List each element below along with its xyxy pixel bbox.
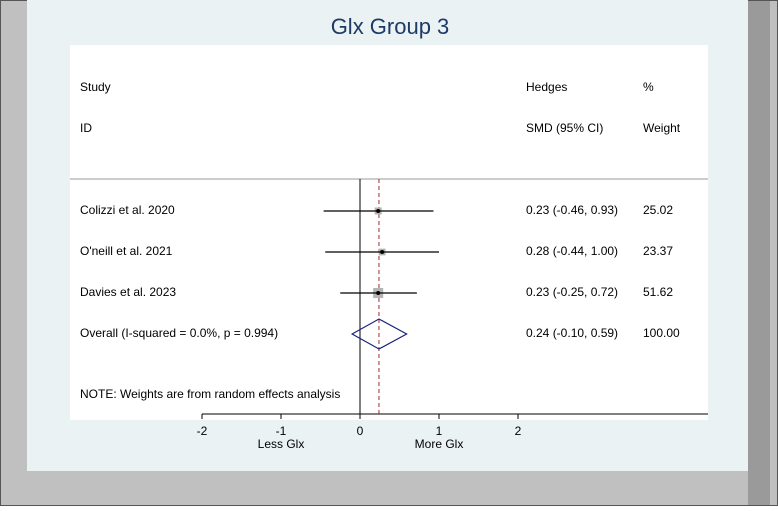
header: Hedges [526, 80, 567, 94]
x-tick-label: 1 [436, 424, 443, 438]
point-estimate [376, 209, 381, 213]
overall-diamond [350, 318, 408, 350]
point-estimate [376, 291, 381, 295]
x-tick-label: 2 [515, 424, 522, 438]
ci-label: 0.23 (-0.25, 0.72) [526, 285, 618, 299]
weight-label: 25.02 [643, 203, 673, 217]
plot-region [70, 45, 708, 420]
x-tick-label: -2 [197, 424, 208, 438]
weight-label: 23.37 [643, 244, 673, 258]
chart-title: Glx Group 3 [331, 14, 450, 39]
x-annotation: More Glx [415, 437, 464, 451]
point-estimate [380, 250, 385, 254]
header: SMD (95% CI) [526, 121, 603, 135]
x-tick-label: 0 [357, 424, 364, 438]
ci-label: 0.28 (-0.44, 1.00) [526, 244, 618, 258]
ci-label: 0.23 (-0.46, 0.93) [526, 203, 618, 217]
note: NOTE: Weights are from random effects an… [80, 387, 340, 401]
x-tick-label: -1 [276, 424, 287, 438]
study-name: Colizzi et al. 2020 [80, 203, 175, 217]
header: ID [80, 121, 92, 135]
study-name: O'neill et al. 2021 [80, 244, 173, 258]
header: % [643, 80, 654, 94]
weight-label: 51.62 [643, 285, 673, 299]
header: Study [80, 80, 111, 94]
header: Weight [643, 121, 681, 135]
study-name: Davies et al. 2023 [80, 285, 176, 299]
overall-name: Overall (I-squared = 0.0%, p = 0.994) [80, 326, 278, 340]
side-strip [748, 0, 770, 506]
weight-label: 100.00 [643, 326, 680, 340]
ci-label: 0.24 (-0.10, 0.59) [526, 326, 618, 340]
x-annotation: Less Glx [258, 437, 305, 451]
